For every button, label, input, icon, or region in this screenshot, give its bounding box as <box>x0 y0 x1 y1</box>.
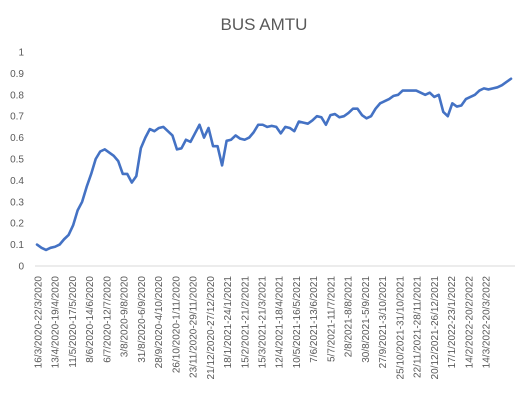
y-tick-label: 0.4 <box>10 176 24 187</box>
x-tick-label: 5/7/2021-11/7/2021 <box>326 276 337 362</box>
x-tick-label: 13/4/2020-19/4/2020 <box>51 276 62 369</box>
x-tick-label: 3/8/2020-9/8/2020 <box>120 276 131 358</box>
x-tick-label: 30/8/2021-5/9/2021 <box>361 276 372 363</box>
y-tick-label: 0.9 <box>10 69 24 80</box>
x-tick-label: 26/10/2020-1/11/2020 <box>171 276 182 374</box>
x-tick-label: 16/3/2020-22/3/2020 <box>34 276 45 369</box>
x-tick-label: 27/9/2021-3/10/2021 <box>378 276 389 369</box>
y-tick-label: 0 <box>18 262 24 273</box>
y-tick-label: 0.3 <box>10 197 24 208</box>
y-tick-label: 0.1 <box>10 240 24 251</box>
x-tick-label: 28/9/2020-4/10/2020 <box>154 276 165 369</box>
y-tick-label: 0.8 <box>10 90 24 101</box>
x-tick-label: 15/2/2021-21/2/2021 <box>240 276 251 369</box>
x-tick-label: 22/11/2021-28/11/2021 <box>413 276 424 378</box>
x-tick-label: 18/1/2021-24/1/2021 <box>223 276 234 369</box>
x-tick-label: 10/5/2021-16/5/2021 <box>292 276 303 369</box>
x-tick-label: 6/7/2020-12/7/2020 <box>102 276 113 363</box>
x-tick-label: 8/6/2020-14/6/2020 <box>85 276 96 363</box>
x-tick-label: 25/10/2021-31/10/2021 <box>395 276 406 380</box>
x-tick-label: 14/3/2022-20/3/2022 <box>482 276 493 369</box>
y-tick-label: 0.5 <box>10 155 24 166</box>
series-group <box>35 77 513 252</box>
series-line <box>35 77 513 252</box>
chart-title: BUS AMTU <box>221 15 308 34</box>
x-tick-label: 17/1/2022-23/1/2022 <box>447 276 458 369</box>
x-tick-label: 2/8/2021-8/8/2021 <box>344 276 355 358</box>
x-tick-label: 14/2/2022-20/2/2022 <box>464 276 475 369</box>
x-tick-label: 31/8/2020-6/9/2020 <box>137 276 148 363</box>
x-tick-label: 12/4/2021-18/4/2021 <box>275 276 286 369</box>
x-tick-label: 15/3/2021-21/3/2021 <box>258 276 269 369</box>
x-tick-label: 7/6/2021-13/6/2021 <box>309 276 320 363</box>
y-axis: 0 0.1 0.2 0.3 0.4 0.5 0.6 0.7 0.8 0.9 1 <box>10 48 24 273</box>
x-tick-label: 21/12/2020-27/12/2020 <box>206 276 217 380</box>
y-tick-label: 0.2 <box>10 219 24 230</box>
y-tick-label: 0.7 <box>10 112 24 123</box>
x-tick-label: 23/11/2020-29/11/2020 <box>189 276 200 378</box>
x-axis: 16/3/2020-22/3/2020 13/4/2020-19/4/2020 11… <box>34 276 493 380</box>
x-tick-label: 11/5/2020-17/5/2020 <box>68 276 79 368</box>
y-tick-label: 0.6 <box>10 133 24 144</box>
x-tick-label: 20/12/2021-26/12/2021 <box>430 276 441 380</box>
y-tick-label: 1 <box>18 48 24 59</box>
